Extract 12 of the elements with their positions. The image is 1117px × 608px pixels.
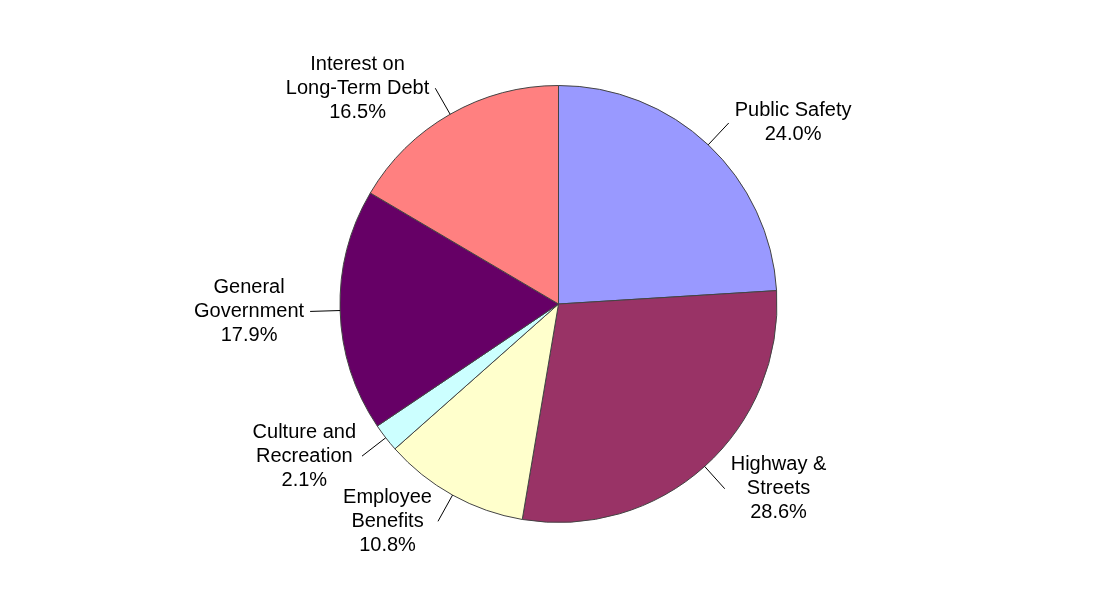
data-label: 2.1% xyxy=(281,467,328,490)
data-label: 17.9% xyxy=(220,322,278,345)
data-label: 10.8% xyxy=(359,532,417,555)
data-label: 16.5% xyxy=(329,99,387,122)
slice-label: Highway & Streets xyxy=(730,452,827,499)
slice-label: General Government xyxy=(194,274,305,321)
slice-label: Culture and Recreation xyxy=(252,419,357,466)
data-label: 28.6% xyxy=(750,500,808,523)
data-label: 24.0% xyxy=(764,122,822,145)
slice-label: Public Safety xyxy=(734,98,852,121)
slice-label: Employee Benefits xyxy=(343,484,432,531)
slice-label: Interest on Long-Term Debt xyxy=(285,51,430,98)
